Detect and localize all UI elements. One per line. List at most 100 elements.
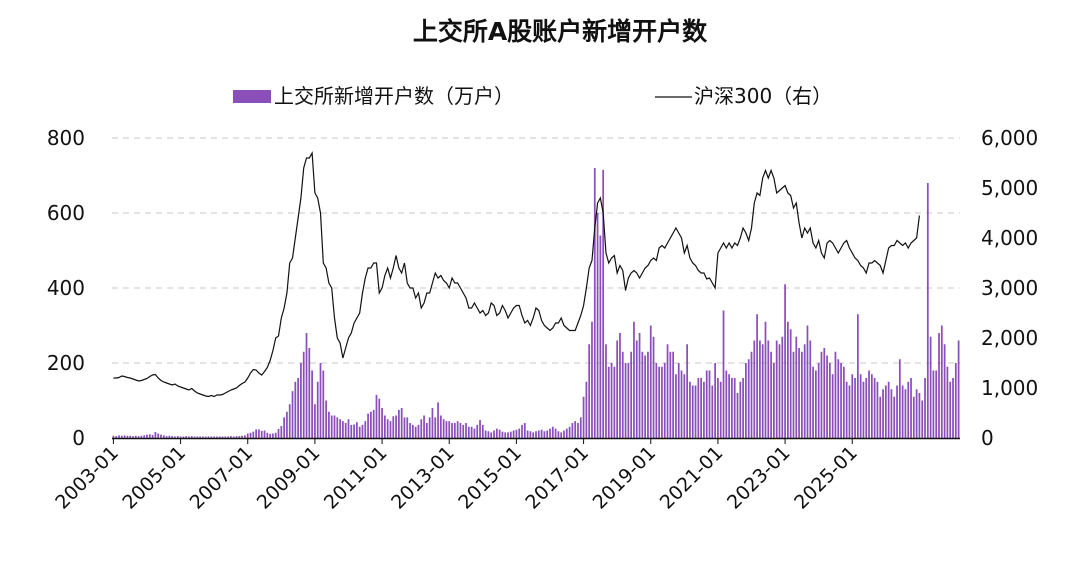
bar: [596, 213, 599, 438]
bar: [714, 363, 716, 438]
x-tick-label: 2005-01: [118, 442, 190, 514]
bar: [456, 421, 459, 439]
left-y-axis: 0 200 400 600 800: [47, 126, 85, 450]
bar: [263, 430, 266, 438]
bar: [476, 424, 479, 439]
right-tick-label: 4,000: [981, 226, 1038, 250]
bar: [269, 433, 271, 439]
bar: [616, 340, 619, 438]
bar: [190, 436, 193, 439]
bar: [946, 366, 949, 438]
bar: [571, 423, 574, 438]
bar: [266, 432, 269, 438]
bar: [593, 168, 596, 438]
bar: [845, 381, 848, 438]
bar: [627, 363, 630, 438]
chart-title: 上交所A股账户新增开户数: [413, 17, 708, 46]
bar: [551, 426, 554, 438]
bar: [193, 436, 196, 438]
bar: [389, 421, 392, 439]
bar: [319, 363, 322, 438]
bar: [686, 344, 688, 438]
bar: [210, 436, 213, 438]
bar: [439, 415, 442, 438]
bar: [775, 340, 778, 438]
bar: [126, 435, 129, 438]
bar: [294, 381, 297, 438]
right-tick-label: 1,000: [981, 376, 1038, 400]
bar: [694, 385, 697, 438]
bar: [915, 389, 918, 438]
bar: [179, 436, 182, 438]
bar: [764, 321, 767, 438]
bar: [675, 374, 677, 438]
bar: [280, 426, 283, 438]
bar: [826, 355, 828, 438]
bar: [638, 333, 641, 438]
bar: [658, 366, 661, 438]
bar: [887, 381, 890, 438]
bar: [647, 351, 649, 438]
bar: [624, 363, 627, 438]
bar: [781, 336, 784, 438]
bar: [535, 431, 537, 438]
bar: [778, 344, 781, 438]
bar: [115, 436, 118, 439]
bar: [602, 169, 605, 439]
bar: [414, 426, 417, 438]
bar: [831, 374, 834, 438]
bar: [739, 381, 742, 438]
bar: [851, 374, 854, 438]
bar: [652, 336, 655, 438]
bar: [518, 428, 521, 439]
bar: [661, 366, 663, 438]
bar: [230, 436, 232, 439]
bar: [165, 436, 168, 439]
bar: [467, 426, 470, 438]
bar: [635, 340, 638, 438]
bar: [448, 421, 451, 439]
line-series-csi300: [113, 150, 921, 398]
bar: [532, 432, 535, 439]
bar: [728, 374, 730, 438]
bar: [246, 433, 249, 438]
bar: [185, 436, 188, 439]
x-tick-label: 2011-01: [320, 442, 392, 514]
bar: [882, 389, 884, 438]
bar: [386, 419, 389, 438]
bar: [711, 385, 714, 438]
bar: [291, 391, 294, 439]
bar: [339, 419, 341, 438]
bar: [501, 431, 504, 439]
bar: [431, 408, 434, 438]
bar: [940, 325, 943, 438]
bar: [806, 325, 809, 438]
bar: [314, 404, 316, 438]
bar: [817, 363, 820, 438]
bar: [610, 363, 613, 438]
bar: [565, 428, 568, 439]
bar: [949, 381, 952, 438]
bar: [509, 431, 512, 439]
bar: [244, 435, 246, 439]
bar: [700, 378, 702, 438]
bar: [918, 393, 921, 438]
bar: [815, 370, 817, 438]
bar: [400, 408, 403, 438]
x-tick-label: 2003-01: [51, 442, 123, 514]
bar: [143, 435, 146, 439]
right-y-axis: 0 1,000 2,000 3,000 4,000 5,000 6,000: [981, 126, 1038, 450]
bar: [523, 423, 526, 438]
bar: [316, 381, 319, 438]
bar: [952, 378, 954, 438]
bar: [224, 436, 227, 438]
bar: [957, 340, 960, 438]
bar: [395, 415, 397, 438]
bar: [333, 415, 336, 438]
bar: [591, 321, 593, 438]
bar: [529, 431, 532, 438]
bar: [437, 402, 439, 439]
bar: [199, 436, 202, 438]
bar: [148, 434, 151, 438]
bar: [784, 284, 786, 438]
